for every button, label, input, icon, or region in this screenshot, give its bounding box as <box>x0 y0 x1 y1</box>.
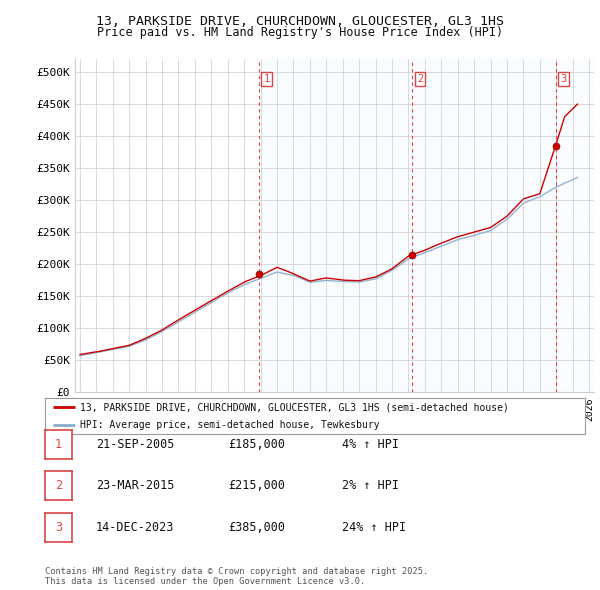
Text: 24% ↑ HPI: 24% ↑ HPI <box>342 521 406 534</box>
Text: 3: 3 <box>55 521 62 534</box>
Text: Price paid vs. HM Land Registry's House Price Index (HPI): Price paid vs. HM Land Registry's House … <box>97 26 503 39</box>
Bar <box>259 59 412 392</box>
Text: 13, PARKSIDE DRIVE, CHURCHDOWN, GLOUCESTER, GL3 1HS: 13, PARKSIDE DRIVE, CHURCHDOWN, GLOUCEST… <box>96 15 504 28</box>
Text: 14-DEC-2023: 14-DEC-2023 <box>96 521 175 534</box>
Text: 2% ↑ HPI: 2% ↑ HPI <box>342 480 399 493</box>
Text: 4% ↑ HPI: 4% ↑ HPI <box>342 438 399 451</box>
Text: 2: 2 <box>417 74 424 84</box>
Text: 2: 2 <box>55 480 62 493</box>
Text: £215,000: £215,000 <box>228 480 285 493</box>
Text: Contains HM Land Registry data © Crown copyright and database right 2025.
This d: Contains HM Land Registry data © Crown c… <box>45 567 428 586</box>
Text: 1: 1 <box>263 74 270 84</box>
Text: £185,000: £185,000 <box>228 438 285 451</box>
Text: 21-SEP-2005: 21-SEP-2005 <box>96 438 175 451</box>
Text: 23-MAR-2015: 23-MAR-2015 <box>96 480 175 493</box>
Text: 13, PARKSIDE DRIVE, CHURCHDOWN, GLOUCESTER, GL3 1HS (semi-detached house): 13, PARKSIDE DRIVE, CHURCHDOWN, GLOUCEST… <box>80 402 509 412</box>
Bar <box>412 59 556 392</box>
Text: HPI: Average price, semi-detached house, Tewkesbury: HPI: Average price, semi-detached house,… <box>80 420 380 430</box>
Bar <box>556 59 594 392</box>
Text: 3: 3 <box>560 74 567 84</box>
Text: £385,000: £385,000 <box>228 521 285 534</box>
Text: 1: 1 <box>55 438 62 451</box>
